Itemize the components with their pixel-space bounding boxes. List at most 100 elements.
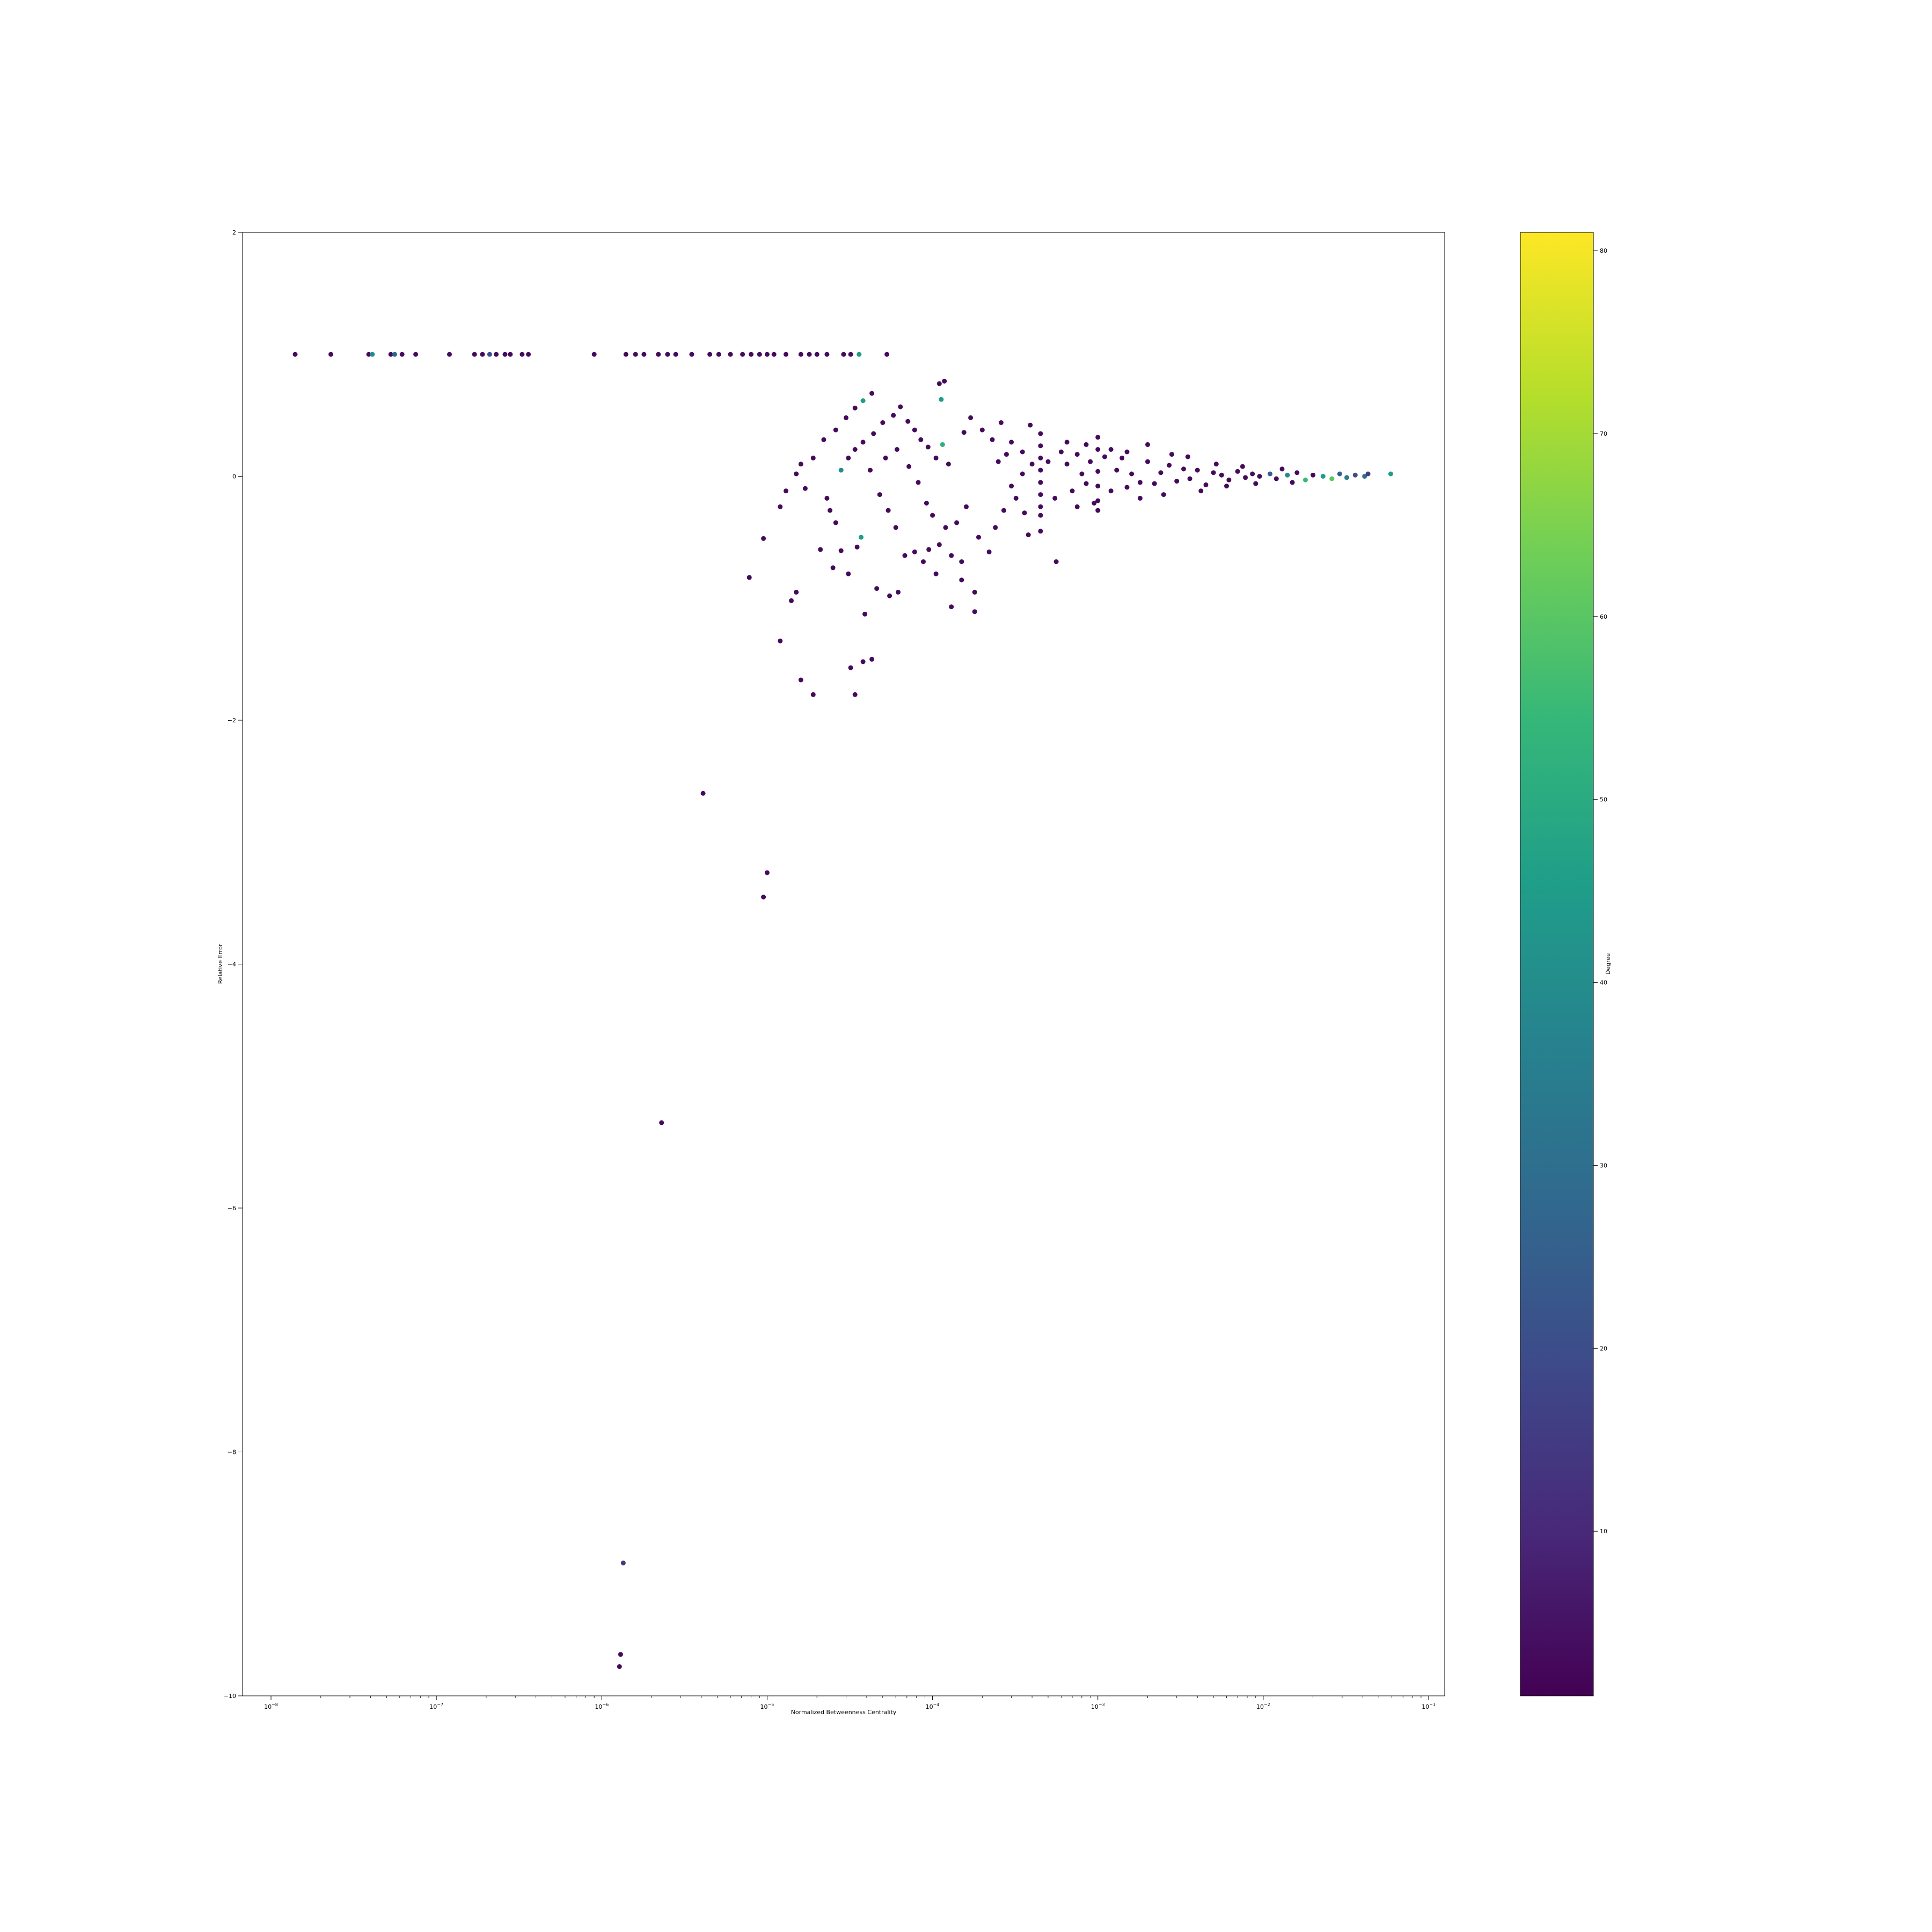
scatter-point: [1195, 467, 1200, 473]
scatter-point: [1243, 475, 1248, 480]
scatter-point: [1311, 472, 1316, 478]
scatter-point: [1129, 471, 1135, 477]
scatter-point: [976, 535, 981, 540]
scatter-point: [869, 656, 875, 662]
scatter-point: [821, 437, 826, 442]
scatter-point: [921, 559, 926, 565]
y-axis: 2 0 −2 −4 −6 −8 −10: [224, 229, 243, 1700]
scatter-point: [830, 565, 836, 570]
scatter-point: [918, 437, 924, 442]
scatter-point: [1250, 471, 1255, 477]
colorbar-ticks: 10 20 30 40 50 60 70 80: [1593, 247, 1607, 1535]
scatter-point: [1088, 459, 1093, 464]
scatter-point: [1070, 488, 1075, 494]
scatter-point: [961, 430, 967, 435]
scatter-point: [972, 609, 977, 614]
scatter-point: [480, 352, 485, 357]
scatter-point: [852, 692, 858, 697]
scatter-point: [659, 1120, 664, 1125]
scatter-point: [1337, 471, 1342, 477]
scatter-point: [700, 791, 706, 796]
scatter-point: [880, 420, 885, 425]
x-tick-label: 10−5: [760, 1702, 774, 1710]
scatter-point: [854, 544, 860, 550]
scatter-point: [761, 536, 766, 541]
scatter-point: [1092, 501, 1097, 506]
scatter-point: [413, 352, 419, 357]
scatter-point: [1020, 471, 1025, 477]
scatter-point: [1009, 440, 1014, 445]
scatter-point: [1020, 449, 1025, 455]
scatter-point: [1145, 459, 1150, 464]
x-tick-label: 10−1: [1422, 1702, 1436, 1710]
y-tick-label: −6: [228, 1205, 236, 1212]
colorbar-tick-label: 50: [1600, 796, 1607, 803]
plot-frame: [242, 232, 1445, 1696]
scatter-point: [852, 447, 858, 452]
scatter-point: [1095, 447, 1101, 452]
scatter-point: [833, 520, 838, 525]
scatter-point: [1058, 449, 1064, 455]
scatter-point: [1001, 508, 1006, 513]
scatter-point: [964, 504, 969, 509]
scatter-point: [591, 352, 597, 357]
scatter-point: [1253, 481, 1258, 486]
scatter-point: [902, 553, 908, 558]
scatter-point: [868, 467, 873, 473]
scatter-point: [898, 404, 903, 409]
scatter-point: [447, 352, 452, 357]
scatter-point: [838, 548, 844, 553]
scatter-point: [1365, 471, 1371, 477]
scatter-point: [810, 692, 816, 697]
scatter-point: [874, 586, 880, 591]
scatter-point: [1362, 474, 1367, 479]
scatter-point: [716, 352, 721, 357]
scatter-point: [1226, 477, 1232, 482]
scatter-point: [959, 559, 964, 565]
scatter-point: [1038, 492, 1043, 497]
scatter-point: [761, 895, 766, 899]
scatter-point: [859, 535, 863, 540]
scatter-point: [884, 352, 890, 357]
scatter-point: [707, 352, 713, 357]
scatter-point: [990, 437, 995, 442]
scatter-point: [807, 352, 812, 357]
scatter-point: [623, 352, 628, 357]
scatter-point: [494, 352, 499, 357]
scatter-point: [728, 352, 733, 357]
scatter-point: [846, 571, 851, 576]
scatter-point: [1174, 479, 1180, 484]
scatter-point: [689, 352, 694, 357]
scatter-point: [1095, 508, 1101, 513]
scatter-point: [869, 391, 875, 396]
scatter-point: [794, 471, 799, 477]
scatter-point: [633, 352, 638, 357]
scatter-point: [1344, 475, 1349, 480]
scatter-point: [1203, 482, 1209, 487]
scatter-point: [764, 870, 770, 875]
scatter-point: [1388, 471, 1393, 477]
scatter-point: [508, 352, 513, 357]
scatter-point: [828, 508, 833, 513]
scatter-point: [794, 589, 799, 595]
scatter-point: [1108, 488, 1114, 494]
scatter-point: [749, 352, 754, 357]
scatter-point: [1240, 464, 1245, 469]
scatter-point: [940, 442, 945, 447]
scatter-point: [949, 604, 954, 610]
colorbar-gradient: [1520, 232, 1594, 1696]
scatter-point: [933, 571, 939, 576]
scatter-point: [846, 455, 851, 460]
scatter-point: [1074, 504, 1080, 509]
scatter-point: [798, 462, 803, 467]
scatter-point: [979, 427, 985, 433]
scatter-point: [673, 352, 678, 357]
scatter-point: [924, 501, 929, 506]
y-tick-label: −10: [224, 1693, 236, 1700]
scatter-point: [1038, 513, 1043, 518]
colorbar-tick-label: 30: [1600, 1162, 1607, 1169]
y-tick-label: −2: [228, 717, 236, 724]
scatter-point: [1320, 474, 1326, 479]
scatter-point: [871, 431, 876, 436]
scatter-point: [848, 352, 853, 357]
